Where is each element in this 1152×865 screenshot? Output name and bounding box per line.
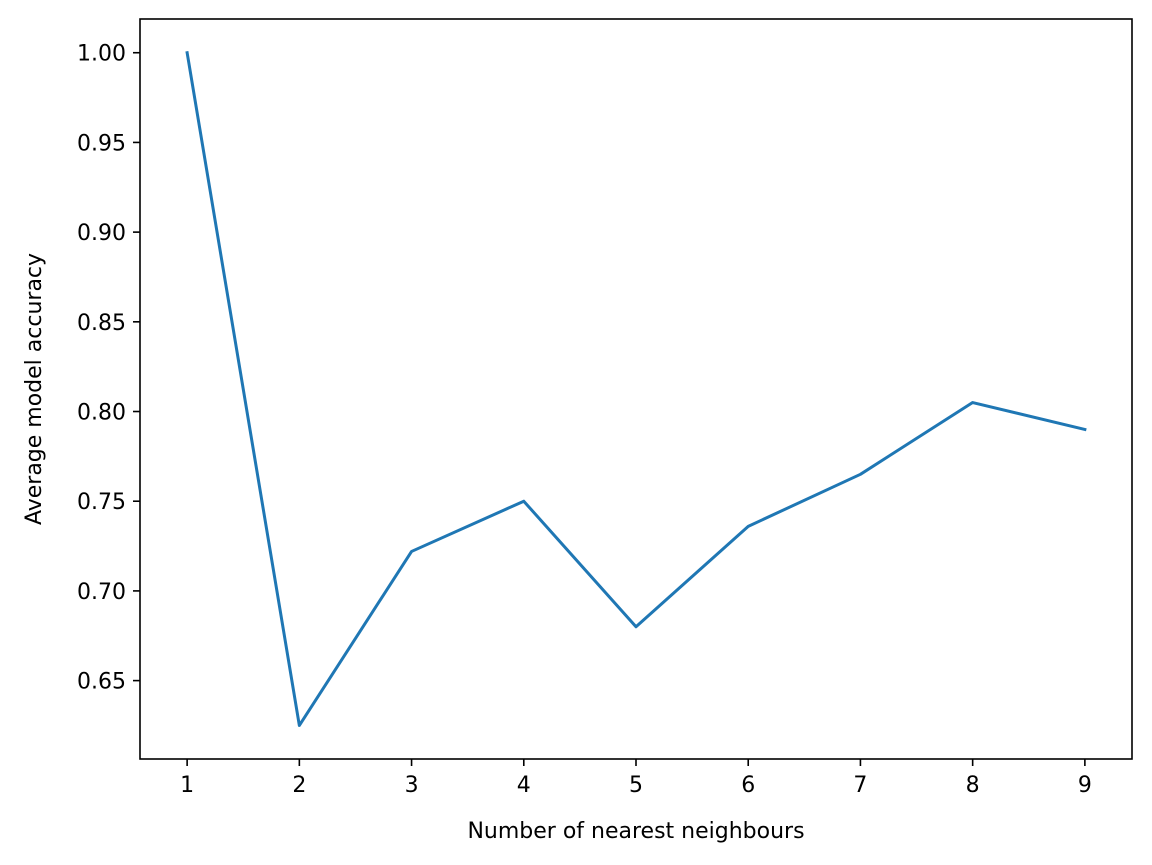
y-tick-label: 0.85: [77, 311, 126, 336]
x-tick-label: 8: [966, 773, 980, 798]
plot-area-frame: [139, 18, 1133, 760]
y-tick-label: 0.65: [77, 670, 126, 695]
ticks-layer: 1 2 3 4 5 6 7 8 9 0.65 0.70 0.75 0.80 0.85 0.90 0.95 1.0…: [77, 42, 1092, 798]
y-tick-label: 0.80: [77, 401, 126, 426]
x-tick-label: 2: [292, 773, 306, 798]
y-tick-label: 0.90: [77, 221, 126, 246]
x-tick-label: 9: [1078, 773, 1092, 798]
x-axis-title: Number of nearest neighbours: [467, 819, 804, 844]
y-tick-label: 1.00: [77, 42, 126, 67]
series-layer: [185, 51, 1087, 727]
x-tick-label: 5: [629, 773, 643, 798]
y-axis-title: Average model accuracy: [22, 253, 47, 525]
x-tick-label: 3: [405, 773, 419, 798]
y-tick-label: 0.95: [77, 131, 126, 156]
y-tick-label: 0.70: [77, 580, 126, 605]
y-tick-label: 0.75: [77, 490, 126, 515]
x-tick-label: 4: [517, 773, 531, 798]
x-tick-label: 1: [180, 773, 194, 798]
x-tick-label: 7: [853, 773, 867, 798]
x-tick-label: 6: [741, 773, 755, 798]
